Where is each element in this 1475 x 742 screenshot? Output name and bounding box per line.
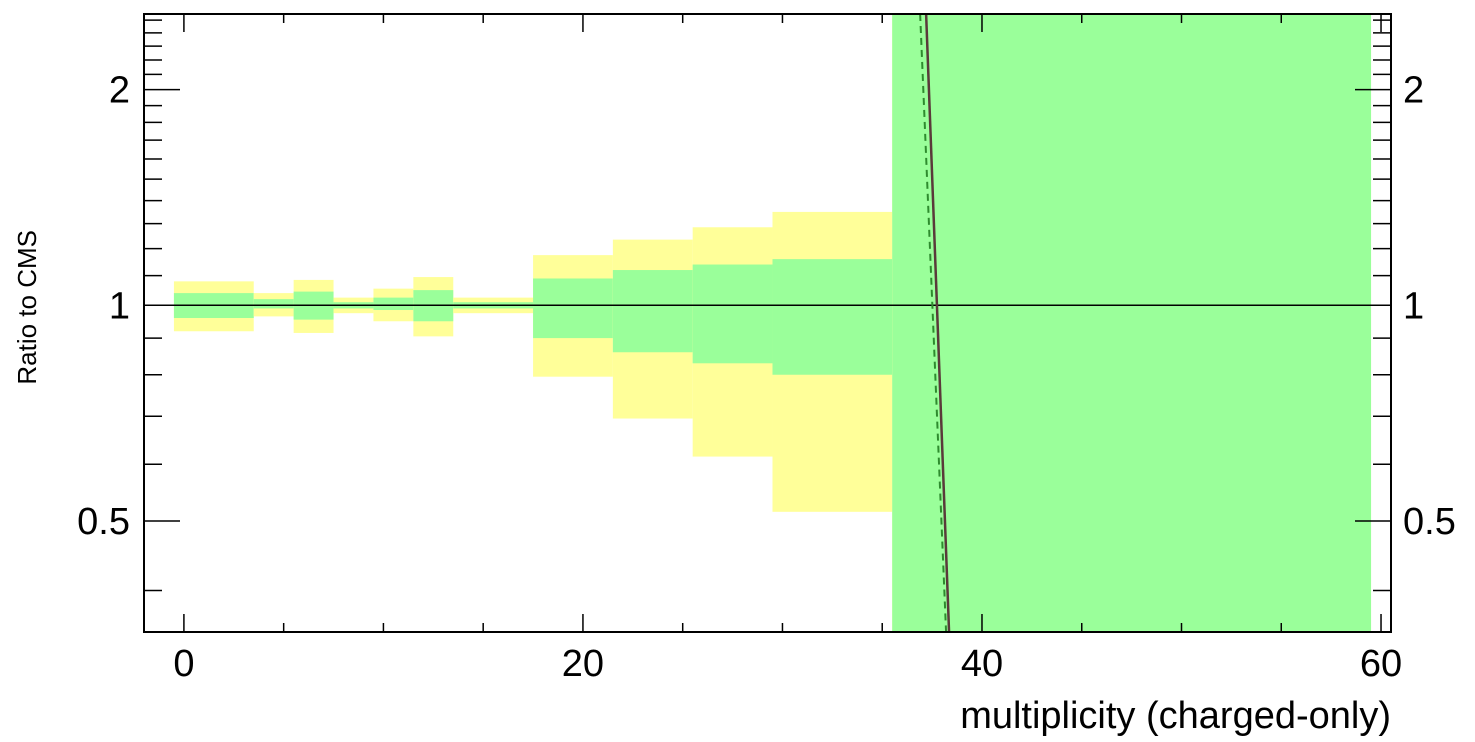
y-tick-label-right: 1 [1403,285,1424,327]
stat-band-bin-11 [892,14,1372,632]
y-tick-label-left: 1 [109,285,130,327]
y-tick-label-left: 2 [109,70,130,112]
tick-labels: 0 20 40 60 0.5 0.5 1 1 2 2 [77,70,1456,685]
x-tick-label: 20 [562,643,604,685]
uncertainty-bands [173,14,1372,632]
stat-band-bin-7 [533,278,613,339]
stat-band-bin-10 [772,259,893,375]
x-axis-label: multiplicity (charged-only) [960,695,1391,737]
mc-solid-line [924,13,951,633]
axis-ticks [144,14,1391,632]
x-tick-label: 40 [961,643,1003,685]
stat-band-bin-8 [612,270,693,353]
y-tick-label-right: 2 [1403,70,1424,112]
stat-band-bin-4 [373,297,414,311]
stat-band-bin-1 [253,299,294,309]
plot-frame [143,13,1392,633]
mc-curves [919,13,951,633]
stat-band-bin-9 [692,264,773,364]
y-axis-label: Ratio to CMS [12,230,42,385]
x-tick-label: 0 [173,643,194,685]
y-tick-label-right: 0.5 [1403,501,1456,543]
x-tick-label: 60 [1360,643,1402,685]
y-tick-label-left: 0.5 [77,501,130,543]
